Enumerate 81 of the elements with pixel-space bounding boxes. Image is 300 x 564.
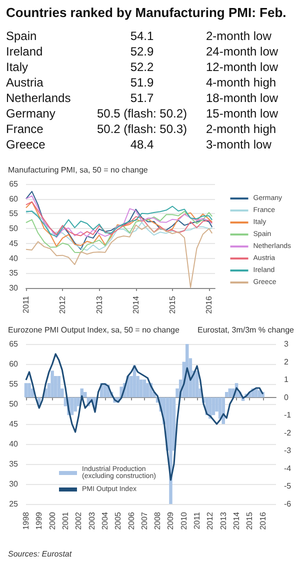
x-tick-label: 2010 bbox=[179, 511, 188, 530]
y-axis-title: Manufacturing PMI, sa, 50 = no change bbox=[8, 166, 148, 174]
x-tick-label: 2007 bbox=[140, 511, 149, 530]
text: Netherlands bbox=[6, 91, 71, 105]
text: Austria bbox=[6, 76, 44, 90]
x-tick-label: 2016 bbox=[258, 511, 268, 530]
text: 3-month low bbox=[206, 138, 272, 152]
x-tick-label: 2001 bbox=[60, 511, 70, 530]
y-tick-label: 65 bbox=[9, 180, 19, 188]
x-tick-label: 2014 bbox=[131, 295, 140, 314]
x-tick-label: 2012 bbox=[58, 295, 68, 314]
y-axis-title: Eurozone PMI Output Index, sa, 50 = no change bbox=[8, 326, 180, 334]
y-tick-label: 40 bbox=[9, 440, 19, 448]
text: Italy bbox=[6, 60, 28, 74]
y-tick-label: 30 bbox=[9, 480, 19, 488]
y2-tick-label: -6 bbox=[284, 500, 292, 508]
x-tick-label: 2011 bbox=[192, 511, 202, 530]
text: 54.1 bbox=[130, 29, 154, 43]
y-tick-label: 35 bbox=[9, 268, 19, 278]
text: Germany bbox=[6, 106, 56, 120]
x-tick-label: 2003 bbox=[87, 511, 96, 530]
text: 15-month low bbox=[206, 106, 278, 120]
y2-tick-label: 3 bbox=[284, 340, 289, 348]
y2-tick-label: -1 bbox=[284, 410, 292, 420]
y-tick-label: 45 bbox=[9, 420, 19, 428]
y2-tick-label: -4 bbox=[284, 464, 292, 473]
text: 24-month low bbox=[206, 44, 278, 58]
x-tick-label: 2013 bbox=[94, 295, 104, 314]
x-tick-label: 2004 bbox=[100, 511, 110, 530]
text: 4-month high bbox=[206, 76, 276, 90]
y2-tick-label: -3 bbox=[284, 446, 292, 456]
y2-tick-label: -2 bbox=[284, 428, 292, 438]
y2-tick-label: 0 bbox=[284, 392, 289, 402]
x-tick-label: 2016 bbox=[204, 295, 214, 314]
x-tick-label: 1998 bbox=[22, 511, 30, 530]
y-tick-label: 35 bbox=[9, 460, 19, 468]
text: 51.7 bbox=[130, 91, 154, 105]
y-tick-label: 40 bbox=[9, 254, 19, 263]
text: 2-month high bbox=[206, 122, 276, 136]
text: Greece bbox=[6, 138, 46, 152]
y-tick-label: 60 bbox=[9, 194, 19, 204]
text: 52.9 bbox=[130, 44, 154, 58]
x-tick-label: 2013 bbox=[218, 511, 228, 530]
y-tick-label: 30 bbox=[9, 284, 19, 292]
text: 12-month low bbox=[206, 60, 278, 74]
text: 2-month low bbox=[206, 29, 272, 43]
y-tick-label: 50 bbox=[9, 400, 19, 408]
y-tick-label: 60 bbox=[9, 360, 19, 368]
text: Ireland bbox=[6, 44, 43, 58]
y2-tick-label: 2 bbox=[284, 357, 289, 366]
x-tick-label: 2015 bbox=[168, 295, 177, 314]
text: Countries ranked by Manufacturing PMI: Feb. bbox=[6, 5, 286, 20]
y-tick-label: 45 bbox=[9, 238, 19, 248]
x-tick-label: 2012 bbox=[206, 511, 215, 530]
x-tick-label: 2009 bbox=[166, 511, 176, 530]
y-tick-label: 55 bbox=[9, 209, 19, 218]
y2-tick-label: 1 bbox=[284, 375, 289, 384]
x-tick-label: 2015 bbox=[245, 511, 254, 530]
x-tick-label: 1999 bbox=[34, 511, 44, 530]
y-tick-label: 65 bbox=[9, 340, 19, 348]
y-tick-label: 55 bbox=[9, 380, 19, 388]
text: 50.2 (flash: 50.3) bbox=[96, 122, 188, 136]
x-tick-label: 2005 bbox=[114, 511, 123, 530]
x-tick-label: 2008 bbox=[153, 511, 162, 530]
x-tick-label: 2014 bbox=[232, 511, 242, 530]
x-tick-label: 2011 bbox=[22, 295, 30, 314]
x-tick-label: 2000 bbox=[48, 511, 57, 530]
text: 52.2 bbox=[130, 60, 154, 74]
y-tick-label: 50 bbox=[9, 224, 19, 234]
y2-tick-label: -5 bbox=[284, 482, 292, 491]
text: France bbox=[6, 122, 44, 136]
text: 50.5 (flash: 50.2) bbox=[96, 106, 188, 120]
x-tick-label: 2002 bbox=[74, 511, 84, 530]
text: Spain bbox=[6, 29, 37, 43]
source-note: Sources: Eurostat bbox=[8, 550, 72, 558]
text: 18-month low bbox=[206, 91, 278, 105]
text: 51.9 bbox=[130, 76, 154, 90]
text: 48.4 bbox=[130, 138, 154, 152]
x-tick-label: 2006 bbox=[126, 511, 136, 530]
y-tick-label: 25 bbox=[9, 500, 19, 508]
y2-axis-title: Eurostat, 3m/3m % change bbox=[198, 326, 295, 334]
